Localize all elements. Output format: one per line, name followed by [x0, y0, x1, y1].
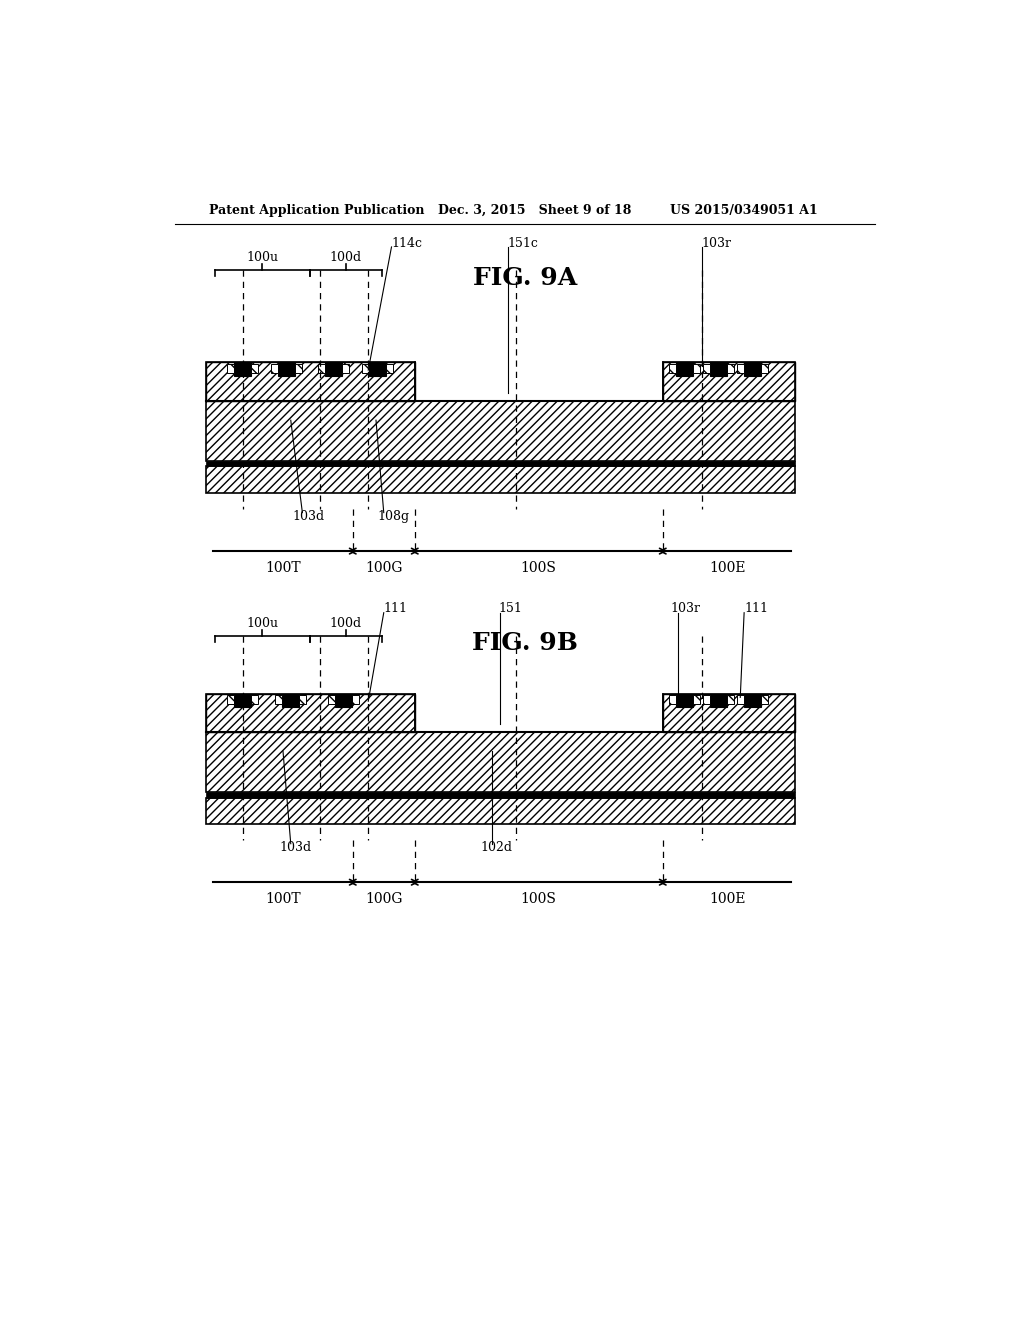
Text: 151: 151 [499, 602, 522, 615]
Bar [206, 733, 795, 792]
Text: 100T: 100T [265, 561, 301, 576]
Bar [761, 364, 768, 374]
Text: 102d: 102d [480, 841, 513, 854]
Text: 100u: 100u [246, 251, 279, 264]
Bar [251, 696, 258, 705]
Bar [703, 364, 710, 374]
Bar [206, 363, 415, 401]
Bar [275, 696, 283, 705]
Text: 114c: 114c [391, 236, 423, 249]
Bar [234, 693, 251, 708]
Bar [283, 693, 299, 708]
Text: 100S: 100S [521, 892, 557, 906]
Bar [676, 693, 693, 708]
Bar [328, 696, 335, 705]
Text: 108g: 108g [378, 510, 410, 523]
Text: US 2015/0349051 A1: US 2015/0349051 A1 [671, 205, 818, 218]
Bar [386, 364, 393, 374]
Text: 100E: 100E [709, 561, 745, 576]
Text: 103r: 103r [701, 236, 731, 249]
Text: 103d: 103d [292, 510, 325, 523]
Bar [206, 466, 795, 494]
Bar [744, 693, 761, 708]
Bar [710, 693, 727, 708]
Bar [369, 363, 386, 376]
Bar [744, 363, 761, 376]
Bar [206, 401, 795, 461]
Bar [669, 696, 676, 705]
Text: 100G: 100G [365, 561, 402, 576]
Bar [362, 364, 369, 374]
Bar [737, 696, 744, 705]
Text: 100T: 100T [265, 892, 301, 906]
Bar [669, 364, 676, 374]
Bar [727, 696, 734, 705]
Bar [325, 363, 342, 376]
Text: 100S: 100S [521, 561, 557, 576]
Text: 103d: 103d [280, 841, 311, 854]
Bar [335, 693, 352, 708]
Text: 100u: 100u [246, 616, 279, 630]
Bar [234, 363, 251, 376]
Bar [676, 363, 693, 376]
Bar [727, 364, 734, 374]
Bar [693, 364, 700, 374]
Bar [693, 696, 700, 705]
Bar [663, 693, 795, 733]
Text: 103r: 103r [671, 602, 700, 615]
Bar [206, 693, 415, 733]
Text: Patent Application Publication: Patent Application Publication [209, 205, 425, 218]
Text: 100d: 100d [330, 616, 361, 630]
Text: FIG. 9A: FIG. 9A [473, 265, 577, 290]
Bar [206, 693, 415, 733]
Bar [279, 363, 295, 376]
Bar [317, 364, 325, 374]
Text: 100G: 100G [365, 892, 402, 906]
Bar [352, 696, 359, 705]
Bar [710, 363, 727, 376]
Bar [206, 461, 795, 466]
Bar [299, 696, 306, 705]
Bar [206, 363, 415, 401]
Bar [703, 696, 710, 705]
Text: Dec. 3, 2015   Sheet 9 of 18: Dec. 3, 2015 Sheet 9 of 18 [438, 205, 632, 218]
Text: 111: 111 [384, 602, 408, 615]
Text: FIG. 9B: FIG. 9B [472, 631, 578, 656]
Bar [761, 696, 768, 705]
Bar [227, 696, 234, 705]
Bar [342, 364, 349, 374]
Text: 151c: 151c [508, 236, 539, 249]
Bar [227, 364, 234, 374]
Text: 100E: 100E [709, 892, 745, 906]
Bar [295, 364, 302, 374]
Bar [206, 792, 795, 797]
Bar [663, 693, 795, 733]
Text: 100d: 100d [330, 251, 361, 264]
Bar [663, 363, 795, 401]
Bar [251, 364, 258, 374]
Bar [663, 363, 795, 401]
Text: 111: 111 [744, 602, 768, 615]
Bar [271, 364, 279, 374]
Bar [206, 797, 795, 825]
Bar [737, 364, 744, 374]
